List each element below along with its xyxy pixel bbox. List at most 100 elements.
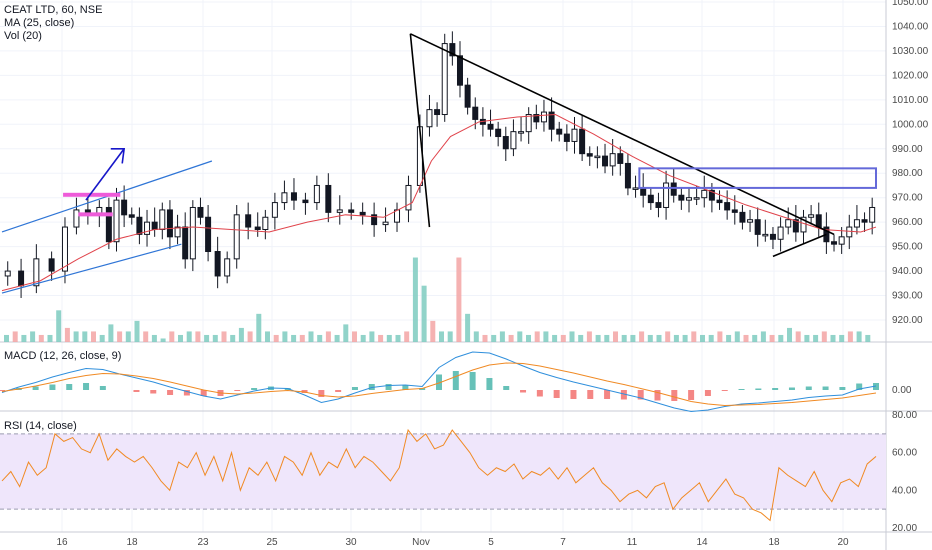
vol-legend[interactable]: Vol (20) bbox=[4, 30, 42, 42]
price-tick-label: 930.00 bbox=[892, 291, 923, 302]
volume-bar bbox=[299, 334, 305, 342]
price-tick-label: 970.00 bbox=[892, 193, 923, 204]
candle-body bbox=[731, 209, 738, 213]
macd-histogram-bar bbox=[738, 389, 745, 390]
candle-body bbox=[594, 155, 601, 159]
volume-bar bbox=[178, 334, 183, 342]
volume-bar bbox=[691, 331, 697, 342]
volume-bar bbox=[221, 331, 227, 342]
candle-body bbox=[405, 184, 412, 211]
macd-histogram-bar bbox=[402, 385, 409, 390]
volume-bar bbox=[673, 334, 679, 342]
pink-zone-top bbox=[63, 192, 121, 197]
volume-bar bbox=[334, 334, 340, 342]
candle-body bbox=[739, 211, 746, 223]
candle-body bbox=[815, 214, 822, 228]
macd-legend[interactable]: MACD (12, 26, close, 9) bbox=[4, 350, 122, 362]
macd-histogram-bar bbox=[0, 390, 5, 391]
macd-panel bbox=[0, 351, 879, 413]
candle-body bbox=[233, 214, 240, 260]
price-tick-label: 1040.00 bbox=[892, 21, 929, 32]
candle-body bbox=[128, 214, 135, 218]
volume-bar bbox=[38, 334, 44, 342]
volume-bar bbox=[21, 334, 27, 342]
volume-bar bbox=[830, 334, 836, 342]
volume-bar bbox=[64, 327, 70, 342]
macd-histogram-bar bbox=[99, 386, 106, 390]
time-axis[interactable]: 16 18 23 25 30 Nov 5 7 11 14 18 20 bbox=[56, 537, 849, 548]
candle-body bbox=[205, 216, 212, 253]
rsi-legend[interactable]: RSI (14, close) bbox=[4, 420, 77, 432]
macd-histogram-bar bbox=[385, 384, 392, 390]
rsi-tick-label: 60.00 bbox=[892, 448, 917, 459]
candle-body bbox=[663, 182, 670, 208]
candle-body bbox=[563, 133, 570, 142]
time-tick-label: 18 bbox=[768, 537, 780, 548]
time-tick-label: 11 bbox=[627, 537, 638, 548]
volume-bar bbox=[134, 320, 140, 342]
candle-body bbox=[724, 202, 731, 211]
macd-histogram-bar bbox=[150, 390, 157, 394]
volume-bar bbox=[534, 331, 540, 342]
price-tick-label: 1050.00 bbox=[892, 0, 929, 8]
rsi-tick-label: 20.00 bbox=[892, 523, 917, 534]
volume-bar bbox=[813, 334, 819, 342]
macd-histogram-bar bbox=[822, 386, 829, 390]
volume-bar bbox=[108, 324, 114, 342]
candle-body bbox=[382, 221, 389, 226]
candle-body bbox=[426, 109, 433, 128]
price-tick-label: 1030.00 bbox=[892, 46, 929, 57]
pink-zone-bottom bbox=[78, 212, 113, 217]
volume-bar bbox=[595, 334, 601, 342]
chart-legend: CEAT LTD, 60, NSE MA (25, close) Vol (20… bbox=[4, 4, 102, 43]
resistance-zone bbox=[638, 167, 877, 189]
volume-bar bbox=[230, 334, 236, 342]
macd-histogram-bar bbox=[805, 386, 812, 390]
volume-bar bbox=[386, 334, 392, 342]
candle-body bbox=[4, 270, 11, 277]
macd-histogram-bar bbox=[318, 390, 325, 397]
macd-histogram-bar bbox=[587, 390, 594, 399]
macd-histogram-bar bbox=[49, 384, 56, 390]
candle-body bbox=[701, 189, 708, 199]
volume-bar bbox=[82, 331, 88, 342]
volume-bar bbox=[12, 331, 18, 342]
candle-body bbox=[808, 214, 815, 218]
candle-body bbox=[214, 251, 221, 277]
price-tick-label: 1000.00 bbox=[892, 119, 929, 130]
price-axis[interactable]: 920.00 930.00 940.00 950.00 960.00 970.00 980.… bbox=[892, 0, 929, 534]
candle-body bbox=[348, 209, 355, 213]
candle-body bbox=[716, 199, 723, 204]
volume-bar bbox=[273, 334, 279, 342]
time-tick-label: 14 bbox=[696, 537, 708, 548]
volume-bar bbox=[378, 334, 384, 342]
candle-body bbox=[510, 131, 517, 150]
symbol-title[interactable]: CEAT LTD, 60, NSE bbox=[4, 4, 103, 16]
volume-bar bbox=[412, 257, 418, 342]
candle-body bbox=[640, 187, 647, 196]
candle-body bbox=[449, 43, 456, 57]
volume-bar bbox=[169, 331, 175, 342]
volume-bar bbox=[543, 331, 549, 342]
macd-histogram-bar bbox=[570, 390, 577, 399]
volume-bar bbox=[99, 334, 105, 342]
macd-histogram-bar bbox=[200, 390, 207, 396]
candle-body bbox=[777, 226, 784, 240]
volume-bar bbox=[621, 334, 627, 342]
candle-body bbox=[456, 55, 463, 86]
price-tick-label: 920.00 bbox=[892, 315, 923, 326]
rsi-band-fill bbox=[0, 433, 886, 510]
triangle-upper-line bbox=[410, 33, 835, 236]
channel-lower-line bbox=[1, 243, 182, 294]
candle-body bbox=[313, 184, 320, 204]
ma-legend[interactable]: MA (25, close) bbox=[4, 17, 75, 29]
volume-bar bbox=[465, 313, 471, 342]
volume-bar bbox=[482, 334, 488, 342]
macd-histogram-bar bbox=[704, 390, 711, 396]
volume-bar bbox=[473, 331, 479, 342]
candle-body bbox=[189, 206, 196, 260]
volume-bar bbox=[30, 331, 36, 342]
candle-body bbox=[747, 219, 754, 223]
volume-bar bbox=[404, 331, 410, 342]
